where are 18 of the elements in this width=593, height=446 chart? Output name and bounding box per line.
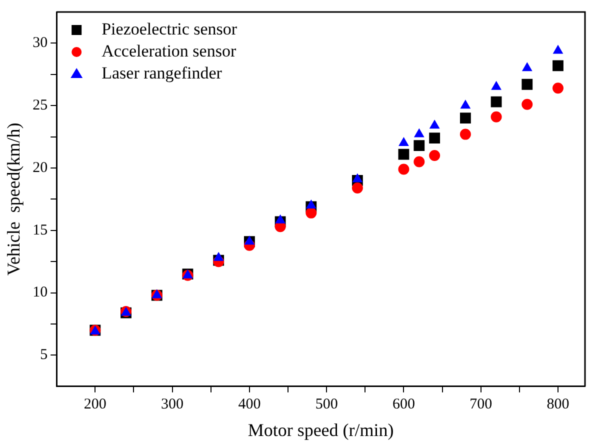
x-tick-label: 400	[238, 396, 261, 412]
x-tick-label: 200	[84, 396, 106, 412]
y-tick-label: 10	[32, 284, 48, 301]
x-tick-label: 800	[546, 396, 570, 412]
x-tick-label: 700	[470, 396, 492, 412]
y-tick-label: 15	[32, 222, 48, 238]
y-tick-label: 30	[32, 35, 48, 52]
x-axis-title: Motor speed (r/min)	[248, 420, 394, 440]
y-axis-title: Vehicle speed(km/h)	[4, 122, 24, 276]
x-tick-label: 500	[315, 396, 338, 412]
legend-label: Acceleration sensor	[102, 41, 236, 60]
x-tick-label: 300	[161, 396, 184, 412]
legend-label: Laser rangefinder	[102, 63, 222, 82]
y-tick-label: 20	[32, 160, 48, 176]
legend-label: Piezoelectric sensor	[102, 19, 238, 38]
y-tick-label: 25	[32, 98, 48, 114]
x-tick-label: 600	[392, 396, 415, 412]
y-tick-label: 5	[40, 347, 48, 364]
